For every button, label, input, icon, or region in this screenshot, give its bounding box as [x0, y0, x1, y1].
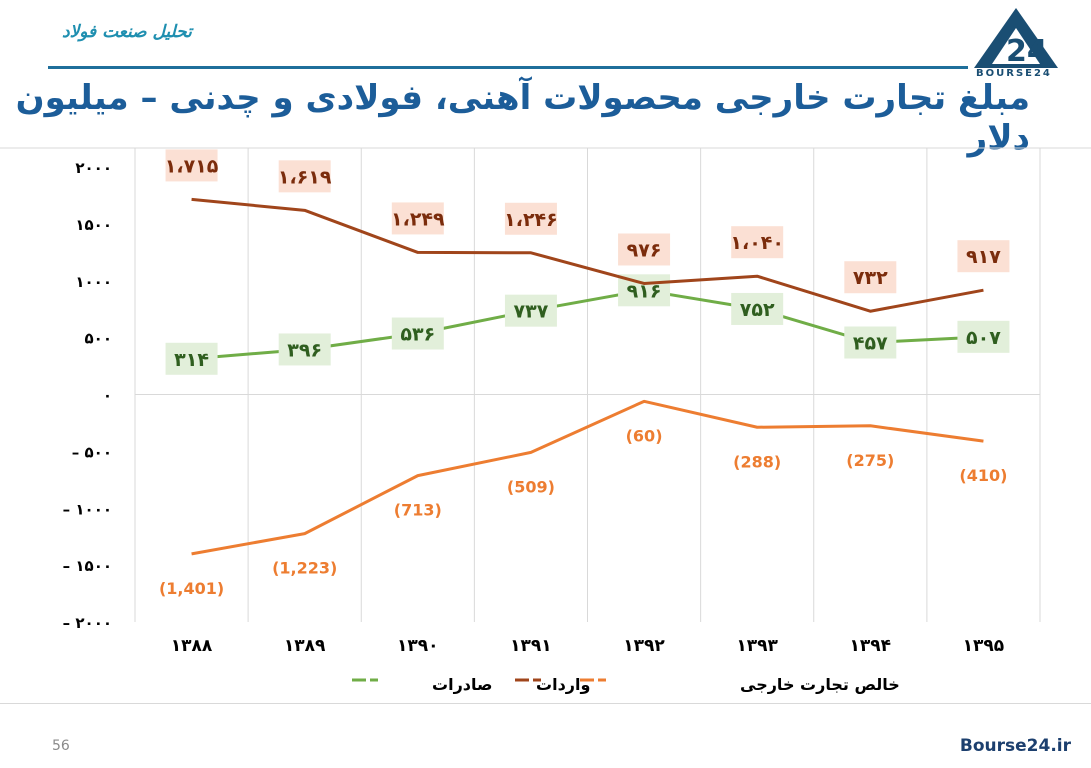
- x-tick-label: ۱۳۹۳: [736, 636, 778, 656]
- data-label-box: [504, 202, 557, 235]
- data-label: (410): [959, 466, 1007, 485]
- legend-label: خالص تجارت خارجی: [740, 675, 900, 694]
- x-tick-label: ۱۳۸۹: [284, 636, 326, 656]
- data-label-box: [618, 233, 671, 266]
- series-line-3: [191, 399, 984, 556]
- data-label: ۴۵۷: [853, 333, 888, 355]
- data-label: ۳۱۴: [174, 349, 209, 371]
- y-tick-label: – ۵۰۰: [72, 443, 112, 461]
- legend-label: صادرات: [432, 675, 492, 694]
- data-label-box: [731, 226, 784, 259]
- x-tick-label: ۱۳۹۰: [397, 636, 439, 656]
- data-label: (60): [626, 426, 663, 445]
- y-tick-label: ۰: [103, 387, 112, 405]
- data-label-box: [278, 333, 331, 366]
- data-label-box: [278, 160, 331, 193]
- data-label-box: [844, 326, 897, 359]
- bourse24-logo: 24: [974, 8, 1058, 69]
- series-line-2: [191, 197, 984, 313]
- data-label: ۱،۰۴۰: [730, 232, 784, 254]
- footer-divider: [0, 703, 1091, 704]
- data-label: ۱،۲۴۹: [391, 208, 445, 230]
- x-tick-label: ۱۳۹۲: [623, 636, 665, 656]
- data-label: ۵۳۶: [400, 324, 435, 346]
- page-number: 56: [52, 738, 70, 754]
- data-label: ۹۱۷: [966, 246, 1001, 268]
- data-label: ۱،۶۱۹: [278, 166, 332, 188]
- line-chart: ۲۰۰۰ ۱۵۰۰ ۱۰۰۰ ۵۰۰ ۰ – ۵۰۰ – ۱۰۰۰ – ۱۵۰۰ – ۲۰۰۰ ۱…: [0, 147, 1091, 694]
- data-label: (713): [394, 501, 442, 520]
- legend-label: واردات: [536, 675, 590, 694]
- data-label: ۱،۲۴۶: [504, 209, 558, 231]
- data-label: (1,401): [159, 579, 224, 598]
- header-divider: [48, 66, 968, 69]
- y-tick-label: ۱۰۰۰: [75, 273, 112, 291]
- data-label-box: [957, 240, 1010, 273]
- data-label-box: [731, 292, 784, 325]
- y-tick-label: ۵۰۰: [85, 330, 112, 348]
- x-tick-label: ۱۳۸۸: [171, 636, 213, 656]
- data-label: ۹۱۶: [627, 280, 662, 302]
- data-label: (275): [846, 451, 894, 470]
- y-tick-label: – ۱۰۰۰: [63, 500, 112, 518]
- page-title: مبلغ تجارت خارجی محصولات آهنی، فولادی و …: [15, 78, 1030, 158]
- data-label: ۱،۷۱۵: [165, 155, 219, 177]
- data-label: ۵۰۷: [966, 327, 1001, 349]
- svg-text:24: 24: [1006, 34, 1048, 69]
- site-url: Bourse24.ir: [959, 736, 1071, 756]
- x-tick-label: ۱۳۹۱: [510, 636, 552, 656]
- data-label: ۹۷۶: [627, 239, 662, 261]
- data-label: ۳۹۶: [287, 339, 322, 361]
- data-label-box: [165, 149, 218, 182]
- logo-text: BOURSE24: [976, 68, 1052, 79]
- data-label-box: [165, 342, 218, 375]
- y-tick-label: – ۲۰۰۰: [63, 614, 112, 632]
- data-label: ۷۳۲: [853, 267, 888, 289]
- header-tag: تحلیل صنعت فولاد: [62, 22, 192, 42]
- data-label: ۷۵۲: [740, 299, 775, 321]
- x-tick-label: ۱۳۹۵: [963, 636, 1005, 656]
- data-label: (288): [733, 452, 781, 471]
- y-tick-label: ۲۰۰۰: [75, 159, 112, 177]
- data-label: (509): [507, 477, 555, 496]
- data-label-box: [504, 294, 557, 327]
- y-tick-label: – ۱۵۰۰: [63, 557, 112, 575]
- data-label-box: [957, 320, 1010, 353]
- y-tick-label: ۱۵۰۰: [75, 216, 112, 234]
- x-tick-label: ۱۳۹۴: [850, 636, 892, 656]
- data-label-box: [391, 202, 444, 235]
- data-label: ۷۳۷: [514, 301, 549, 323]
- data-label: (1,223): [272, 559, 337, 578]
- data-label-box: [391, 317, 444, 350]
- data-label-box: [844, 261, 897, 294]
